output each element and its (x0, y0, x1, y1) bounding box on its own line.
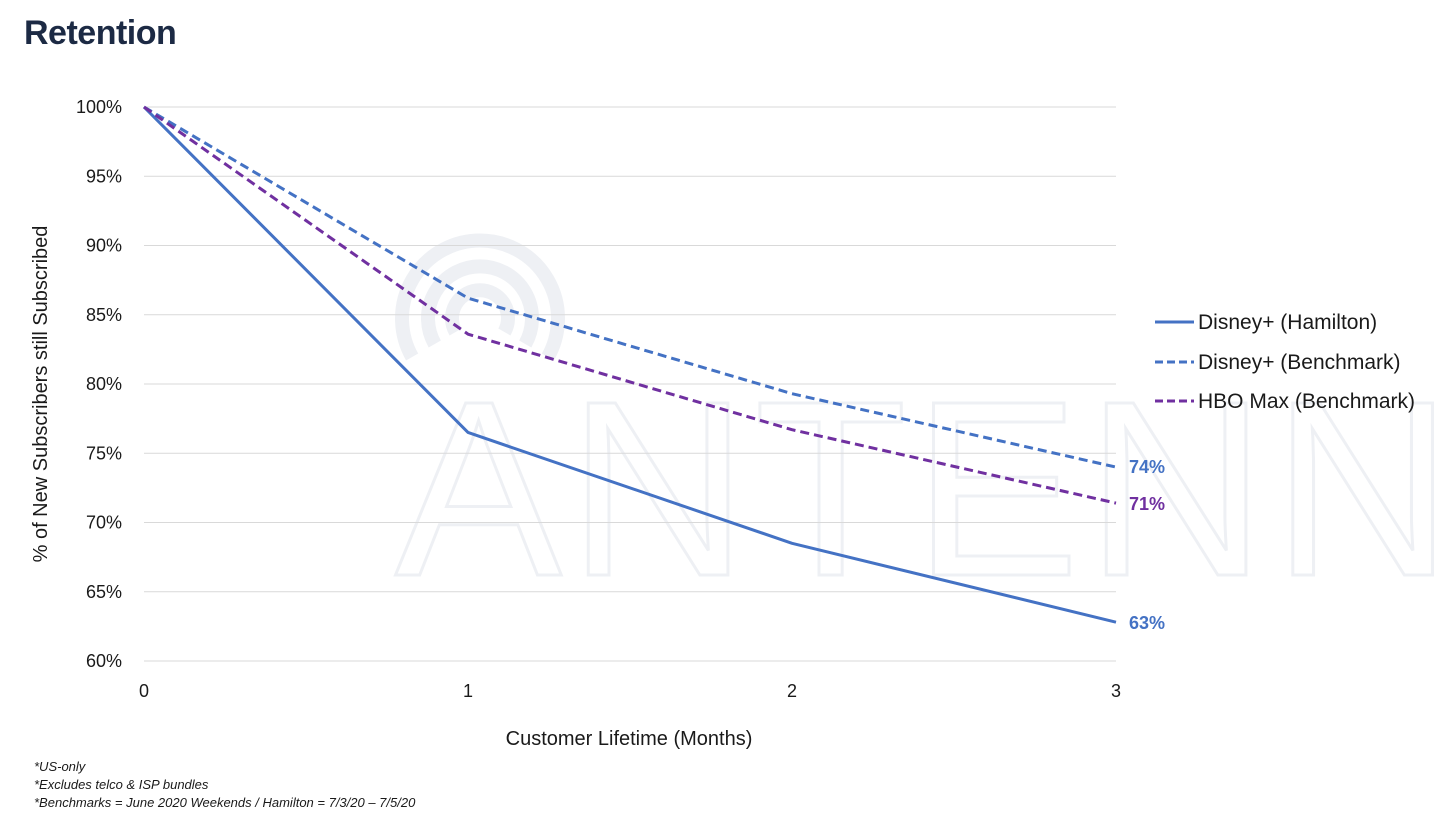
watermark-text: ANTENNA (395, 349, 1456, 628)
y-tick-label: 90% (86, 236, 122, 256)
watermark-arc (421, 259, 539, 348)
footnotes: *US-only *Excludes telco & ISP bundles *… (34, 758, 415, 812)
watermark-arc (395, 233, 565, 361)
watermark-logo-icon (395, 233, 565, 361)
x-tick-label: 2 (787, 681, 797, 701)
end-value-label: 71% (1129, 494, 1165, 514)
y-axis-ticks: 100% 95% 90% 85% 80% 75% 70% 65% 60% (76, 97, 122, 671)
footnote: *Benchmarks = June 2020 Weekends / Hamil… (34, 795, 416, 810)
legend-label: Disney+ (Benchmark) (1198, 351, 1400, 374)
y-axis-label: % of New Subscribers still Subscribed (30, 226, 52, 563)
y-tick-label: 65% (86, 582, 122, 602)
legend-label: Disney+ (Hamilton) (1198, 311, 1377, 334)
y-tick-label: 70% (86, 513, 122, 533)
chart-title: Retention (24, 14, 177, 52)
x-tick-label: 1 (463, 681, 473, 701)
legend: Disney+ (Hamilton) Disney+ (Benchmark) HBO… (1155, 311, 1415, 413)
y-tick-label: 80% (86, 374, 122, 394)
legend-label: HBO Max (Benchmark) (1198, 390, 1415, 413)
x-axis-label: Customer Lifetime (Months) (506, 728, 753, 750)
y-tick-label: 75% (86, 443, 122, 463)
gridlines (144, 106, 1116, 662)
series-line (143, 105, 1117, 469)
end-labels: 63% 74% 71% (1129, 457, 1165, 633)
end-value-label: 74% (1129, 457, 1165, 477)
x-axis-ticks: 0 1 2 3 (139, 681, 1121, 701)
series-lines (142, 105, 1117, 624)
x-tick-label: 0 (139, 681, 149, 701)
y-tick-label: 100% (76, 97, 122, 117)
y-tick-label: 95% (86, 166, 122, 186)
y-tick-label: 85% (86, 305, 122, 325)
y-tick-label: 60% (86, 651, 122, 671)
series-line (142, 105, 1117, 624)
footnote: *Excludes telco & ISP bundles (34, 777, 209, 792)
end-value-label: 63% (1129, 613, 1165, 633)
watermark-arc (445, 283, 515, 336)
series-line (143, 105, 1117, 505)
footnote: *US-only (34, 759, 86, 774)
x-tick-label: 3 (1111, 681, 1121, 701)
